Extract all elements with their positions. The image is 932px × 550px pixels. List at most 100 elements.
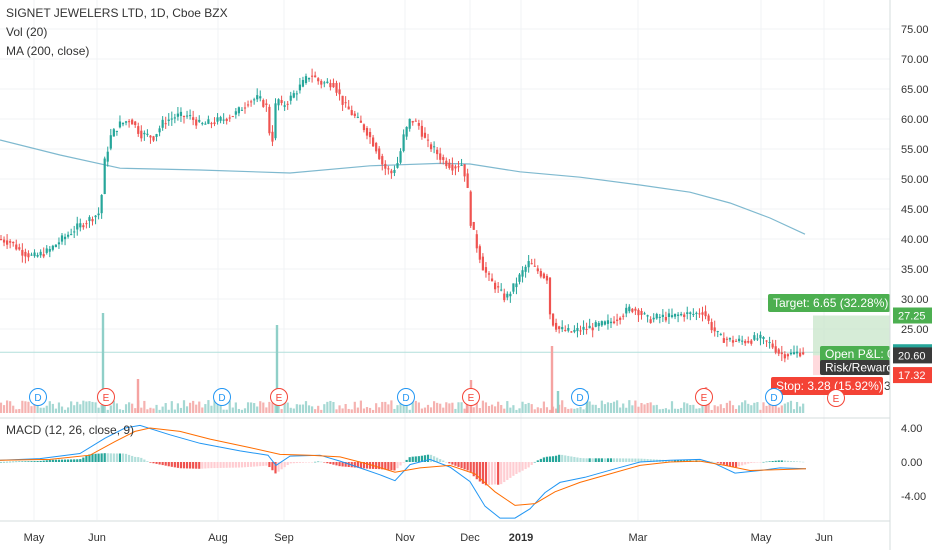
time-tick-label[interactable]: Nov xyxy=(395,532,415,544)
candle xyxy=(134,121,137,126)
dividend-marker[interactable]: D xyxy=(213,388,231,406)
volume-spike-bar xyxy=(136,379,140,413)
price-tick-label[interactable]: 30.00 xyxy=(901,294,929,306)
macd-tick-label[interactable]: 0.00 xyxy=(901,457,922,469)
price-tick-label[interactable]: 45.00 xyxy=(901,204,929,216)
candle xyxy=(76,223,79,230)
volume-bar xyxy=(536,407,539,413)
price-tick-label[interactable]: 25.00 xyxy=(901,324,929,336)
macd-tick-label[interactable]: -4.00 xyxy=(901,491,926,503)
macd-histogram-bar xyxy=(795,461,799,462)
candle xyxy=(207,119,210,124)
volume-bar xyxy=(118,409,122,413)
volume-bar xyxy=(478,408,481,413)
ma-indicator-label[interactable]: MA (200, close) xyxy=(6,44,90,58)
price-tick-label[interactable]: 65.00 xyxy=(901,84,929,96)
macd-tick-label[interactable]: 4.00 xyxy=(901,423,922,435)
macd-indicator-label[interactable]: MACD (12, 26, close, 9) xyxy=(6,423,135,437)
earnings-marker[interactable]: E xyxy=(695,388,713,406)
macd-histogram-bar xyxy=(134,456,137,462)
volume-bar xyxy=(527,402,530,413)
time-tick-label[interactable]: Jun xyxy=(88,532,106,544)
volume-bar xyxy=(146,409,149,413)
time-tick-label[interactable]: May xyxy=(751,532,772,544)
stop-price-badge[interactable]: 17.32 xyxy=(893,367,932,384)
time-tick-label[interactable]: Mar xyxy=(629,532,648,544)
dividend-marker[interactable]: D xyxy=(397,388,415,406)
dividend-marker[interactable]: D xyxy=(765,388,783,406)
earnings-marker[interactable]: E xyxy=(827,389,845,407)
candle xyxy=(396,163,399,168)
price-tick-label[interactable]: 75.00 xyxy=(901,24,929,36)
target-label[interactable]: Target: 6.65 (32.28%) xyxy=(768,294,890,312)
earnings-marker[interactable]: E xyxy=(270,388,288,406)
time-tick-label[interactable]: Dec xyxy=(460,532,480,544)
volume-bar xyxy=(387,404,390,413)
stop-label[interactable]: Stop: 3.28 (15.92%) xyxy=(771,377,883,395)
time-tick-label[interactable]: Aug xyxy=(208,532,228,544)
candle xyxy=(259,96,262,99)
target-price-badge[interactable]: 27.25 xyxy=(893,307,932,324)
candle xyxy=(530,263,533,265)
candle xyxy=(759,334,762,339)
volume-bar xyxy=(262,402,265,413)
price-tick-label[interactable]: 55.00 xyxy=(901,144,929,156)
earnings-marker[interactable]: E xyxy=(462,388,480,406)
macd-histogram-bar xyxy=(481,462,484,484)
ma-200-line xyxy=(0,139,890,353)
entry-price-badge[interactable]: 20.60 xyxy=(893,347,932,364)
candle xyxy=(0,239,3,240)
candle xyxy=(170,118,173,120)
earnings-marker[interactable]: E xyxy=(97,388,115,406)
candle xyxy=(689,312,692,314)
time-tick-label[interactable]: Sep xyxy=(274,532,294,544)
open-pnl-label[interactable]: Open P&L: 0. xyxy=(820,346,897,362)
volume-bar xyxy=(344,404,347,413)
volume-bar xyxy=(759,409,762,413)
price-tick-label[interactable]: 40.00 xyxy=(901,234,929,246)
volume-bar xyxy=(463,408,466,413)
price-tick-label[interactable]: 50.00 xyxy=(901,174,929,186)
volume-bar xyxy=(484,402,488,413)
candle xyxy=(131,119,134,125)
price-tick-label[interactable]: 60.00 xyxy=(901,114,929,126)
volume-bar xyxy=(625,407,628,413)
macd-histogram-bar xyxy=(338,462,341,467)
dividend-marker[interactable]: D xyxy=(29,388,47,406)
symbol-title[interactable]: SIGNET JEWELERS LTD, 1D, Cboe BZX xyxy=(6,6,228,20)
macd-histogram-bar xyxy=(780,460,783,462)
candle xyxy=(36,254,39,257)
volume-indicator-label[interactable]: Vol (20) xyxy=(6,25,48,39)
candle xyxy=(292,93,295,98)
candle xyxy=(750,340,753,344)
volume-bar xyxy=(265,407,268,413)
macd-histogram-bar xyxy=(622,458,625,462)
volume-bar xyxy=(292,408,295,413)
macd-histogram-bar xyxy=(140,457,143,462)
macd-histogram-bar xyxy=(271,462,274,471)
volume-bar xyxy=(152,408,155,413)
volume-bar xyxy=(518,408,521,413)
candle xyxy=(73,231,76,233)
candle xyxy=(521,270,524,277)
price-tick-label[interactable]: 70.00 xyxy=(901,54,929,66)
volume-bar xyxy=(686,403,689,413)
time-tick-label[interactable]: May xyxy=(24,532,45,544)
macd-histogram-bar xyxy=(311,462,314,463)
volume-bar xyxy=(789,400,793,413)
candle xyxy=(484,267,488,273)
time-tick-label[interactable]: 2019 xyxy=(509,532,533,544)
risk-reward-label[interactable]: Risk/Reward xyxy=(820,360,893,375)
volume-bar xyxy=(664,408,667,413)
macd-histogram-bar xyxy=(88,454,91,462)
macd-histogram-bar xyxy=(12,461,15,463)
time-tick-label[interactable]: Jun xyxy=(815,532,833,544)
volume-bar xyxy=(442,407,445,413)
candle xyxy=(777,349,780,354)
dividend-marker[interactable]: D xyxy=(571,388,589,406)
macd-histogram-bar xyxy=(356,462,359,468)
price-tick-label[interactable]: 35.00 xyxy=(901,264,929,276)
volume-bar xyxy=(677,408,680,413)
